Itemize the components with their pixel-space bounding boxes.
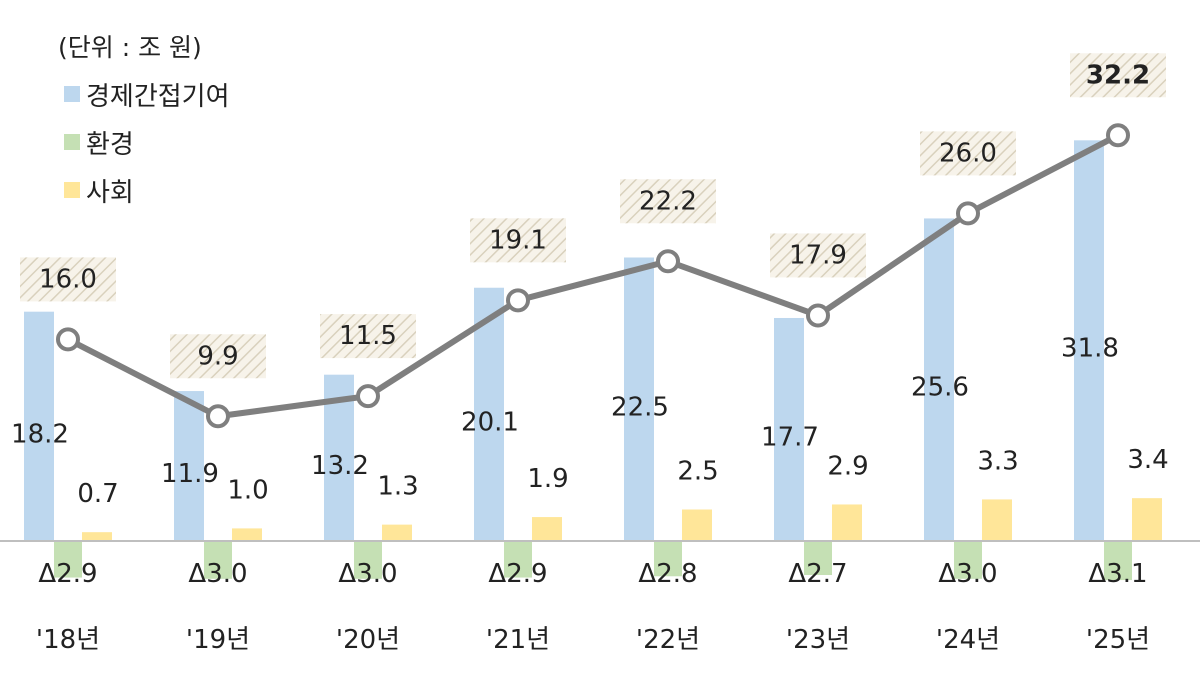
total-label-bg-0 [20, 257, 116, 302]
bar-economic-0 [24, 311, 54, 541]
bar-economic-4 [624, 257, 654, 541]
unit-label: (단위 : 조 원) [58, 33, 202, 62]
total-label-bg-3 [470, 218, 566, 263]
bar-economic-5 [774, 317, 804, 541]
label-environment-1: Δ3.0 [188, 559, 247, 589]
x-axis: '18년 '19년 '20년 '21년 '22년 '23년 '24년 '25년 [36, 625, 1150, 655]
label-social-4: 2.5 [677, 457, 718, 487]
bar-social-1 [232, 528, 262, 541]
line-total [66, 132, 1120, 420]
legend-label-social: 사회 [86, 177, 134, 208]
label-total-3: 19.1 [489, 225, 547, 255]
bar-social-0 [82, 532, 112, 541]
bar-social-7 [1132, 498, 1162, 541]
point-total-4 [656, 249, 680, 274]
point-total-2 [356, 384, 380, 409]
total-label-bg-4 [620, 179, 716, 224]
label-economic-0: 18.2 [11, 419, 69, 449]
label-social-7: 3.4 [1127, 445, 1168, 475]
label-economic-1: 11.9 [161, 459, 219, 489]
label-environment-3: Δ2.9 [488, 559, 547, 589]
x-tick-5: '23년 [786, 625, 850, 655]
labels-layer: 18.2 Δ2.9 0.7 16.0 11.9 Δ3.0 1.0 9.9 13.2 Δ3.0 1.3… [11, 53, 1169, 589]
label-economic-7: 31.8 [1061, 334, 1119, 364]
label-total-2: 11.5 [339, 321, 397, 351]
bar-environment-1 [204, 541, 232, 579]
point-total-6 [956, 201, 980, 226]
bar-social-5 [832, 504, 862, 541]
x-tick-2: '20년 [336, 625, 400, 655]
bars-layer [24, 140, 1162, 581]
bar-social-3 [532, 517, 562, 541]
total-label-bg-1 [170, 334, 266, 379]
bar-economic-7 [1074, 140, 1104, 541]
bar-environment-2 [354, 541, 382, 579]
label-total-6: 26.0 [939, 138, 997, 168]
label-total-4: 22.2 [639, 186, 697, 216]
bar-environment-3 [504, 541, 532, 578]
x-tick-7: '25년 [1086, 625, 1150, 655]
label-total-1: 9.9 [197, 341, 238, 371]
bar-environment-5 [804, 541, 832, 576]
legend-label-environment: 환경 [86, 129, 134, 160]
legend: 경제간접기여 환경 사회 [64, 70, 230, 214]
legend-label-economic: 경제간접기여 [86, 81, 230, 112]
label-social-5: 2.9 [827, 451, 868, 481]
label-environment-6: Δ3.0 [938, 559, 997, 589]
label-social-1: 1.0 [227, 475, 268, 505]
bar-environment-6 [954, 541, 982, 579]
legend-swatch-social [64, 182, 80, 198]
legend-swatch-environment [64, 134, 80, 150]
label-total-5: 17.9 [789, 240, 847, 270]
bar-economic-3 [474, 287, 504, 541]
label-economic-4: 22.5 [611, 392, 669, 422]
label-economic-3: 20.1 [461, 407, 519, 437]
legend-swatch-economic [64, 86, 80, 102]
label-social-2: 1.3 [377, 472, 418, 502]
x-tick-0: '18년 [36, 625, 100, 655]
label-economic-6: 25.6 [911, 373, 969, 403]
bar-environment-4 [654, 541, 682, 577]
bar-environment-7 [1104, 541, 1132, 581]
label-social-3: 1.9 [527, 464, 568, 494]
bar-social-2 [382, 524, 412, 541]
point-total-1 [206, 404, 230, 429]
label-environment-7: Δ3.1 [1088, 559, 1147, 589]
bar-social-4 [682, 509, 712, 541]
bar-economic-1 [174, 391, 204, 541]
x-tick-4: '22년 [636, 625, 700, 655]
point-total-7 [1106, 123, 1130, 148]
bar-environment-0 [54, 541, 82, 578]
legend-item-environment: 환경 [64, 118, 230, 166]
total-label-bg-6 [920, 131, 1016, 176]
label-environment-5: Δ2.7 [788, 559, 847, 589]
label-environment-4: Δ2.8 [638, 559, 697, 589]
label-economic-2: 13.2 [311, 451, 369, 481]
label-total-0: 16.0 [39, 264, 97, 294]
label-environment-0: Δ2.9 [38, 559, 97, 589]
label-economic-5: 17.7 [761, 422, 819, 452]
label-social-6: 3.3 [977, 446, 1018, 476]
x-tick-1: '19년 [186, 625, 250, 655]
bar-social-6 [982, 499, 1012, 541]
x-tick-6: '24년 [936, 625, 1000, 655]
x-tick-3: '21년 [486, 625, 550, 655]
point-total-5 [806, 303, 830, 328]
legend-item-economic: 경제간접기여 [64, 70, 230, 118]
line-layer [56, 123, 1130, 429]
label-social-0: 0.7 [77, 479, 118, 509]
point-total-0 [56, 327, 80, 352]
label-environment-2: Δ3.0 [338, 559, 397, 589]
total-label-bg-7 [1070, 53, 1166, 98]
bar-economic-6 [924, 218, 954, 541]
total-label-bg-5 [770, 233, 866, 278]
total-label-bg-2 [320, 314, 416, 359]
point-total-3 [506, 288, 530, 313]
label-total-7: 32.2 [1086, 60, 1150, 90]
legend-item-social: 사회 [64, 166, 230, 214]
